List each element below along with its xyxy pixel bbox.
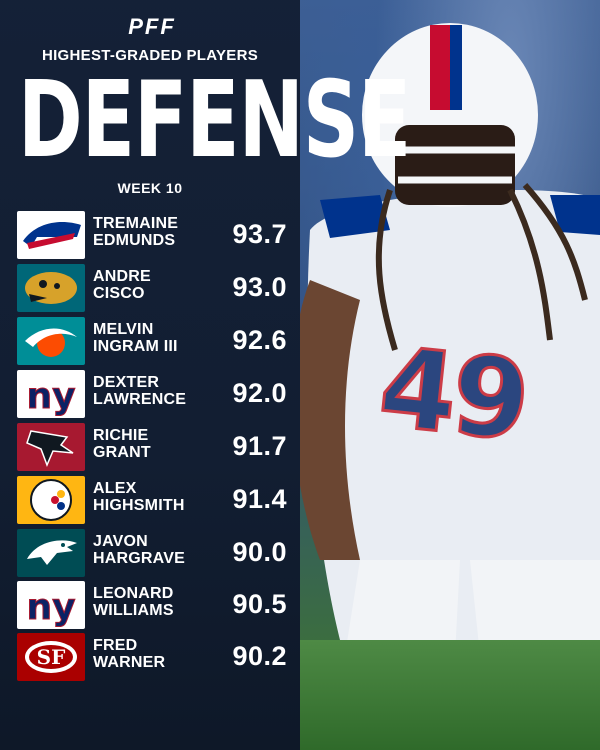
jaguars-logo-icon — [17, 264, 85, 312]
player-grade: 93.0 — [232, 272, 287, 302]
player-first-name: ALEX — [93, 480, 137, 497]
player-grade: 92.0 — [232, 378, 287, 408]
bills-logo-icon — [17, 211, 85, 259]
player-first-name: JAVON — [93, 533, 148, 550]
page-title: DEFENSE — [18, 60, 411, 182]
player-grade: 93.7 — [232, 219, 287, 249]
player-last-name: WILLIAMS — [93, 602, 174, 619]
dolphins-logo-icon — [17, 317, 85, 365]
player-last-name: HARGRAVE — [93, 550, 185, 567]
player-grade: 90.2 — [232, 641, 287, 671]
player-first-name: MELVIN — [93, 321, 154, 338]
steelers-logo-icon — [17, 476, 85, 524]
player-last-name: WARNER — [93, 654, 166, 671]
player-row: JAVON HARGRAVE 90.0 — [17, 529, 287, 577]
player-last-name: EDMUNDS — [93, 232, 176, 249]
player-grade: 90.0 — [232, 537, 287, 567]
falcons-logo-icon — [17, 423, 85, 471]
player-row: RICHIE GRANT 91.7 — [17, 423, 287, 471]
player-last-name: GRANT — [93, 444, 151, 461]
eagles-logo-icon — [17, 529, 85, 577]
player-first-name: ANDRE — [93, 268, 151, 285]
player-row: ny DEXTER LAWRENCE 92.0 — [17, 370, 287, 418]
player-row: ANDRE CISCO 93.0 — [17, 264, 287, 312]
player-first-name: RICHIE — [93, 427, 149, 444]
svg-text:ny: ny — [26, 587, 75, 628]
player-grade: 91.4 — [232, 484, 287, 514]
player-grade: 92.6 — [232, 325, 287, 355]
player-first-name: TREMAINE — [93, 215, 179, 232]
49ers-logo-icon: SF — [17, 633, 85, 681]
player-last-name: HIGHSMITH — [93, 497, 185, 514]
svg-text:ny: ny — [26, 376, 75, 417]
turf — [300, 640, 600, 750]
player-first-name: FRED — [93, 637, 138, 654]
jersey-number: 49 — [372, 321, 533, 466]
player-grade: 91.7 — [232, 431, 287, 461]
subtitle: HIGHEST-GRADED PLAYERS — [41, 47, 259, 64]
player-photo — [300, 0, 600, 750]
player-last-name: CISCO — [93, 285, 145, 302]
pff-logo: PFF — [128, 14, 176, 39]
week-label: WEEK 10 — [117, 180, 183, 196]
player-last-name: INGRAM III — [93, 338, 178, 355]
player-row: MELVIN INGRAM III 92.6 — [17, 317, 287, 365]
player-row: ny LEONARD WILLIAMS 90.5 — [17, 581, 287, 629]
player-first-name: LEONARD — [93, 585, 174, 602]
svg-text:SF: SF — [37, 645, 66, 669]
player-first-name: DEXTER — [93, 374, 160, 391]
player-last-name: LAWRENCE — [93, 391, 187, 408]
player-grade: 90.5 — [232, 589, 287, 619]
giants-logo-icon: ny — [17, 370, 85, 418]
player-row: TREMAINE EDMUNDS 93.7 — [17, 211, 287, 259]
player-row: ALEX HIGHSMITH 91.4 — [17, 476, 287, 524]
player-row: SF FRED WARNER 90.2 — [17, 633, 287, 681]
giants-logo-icon: ny — [17, 581, 85, 629]
